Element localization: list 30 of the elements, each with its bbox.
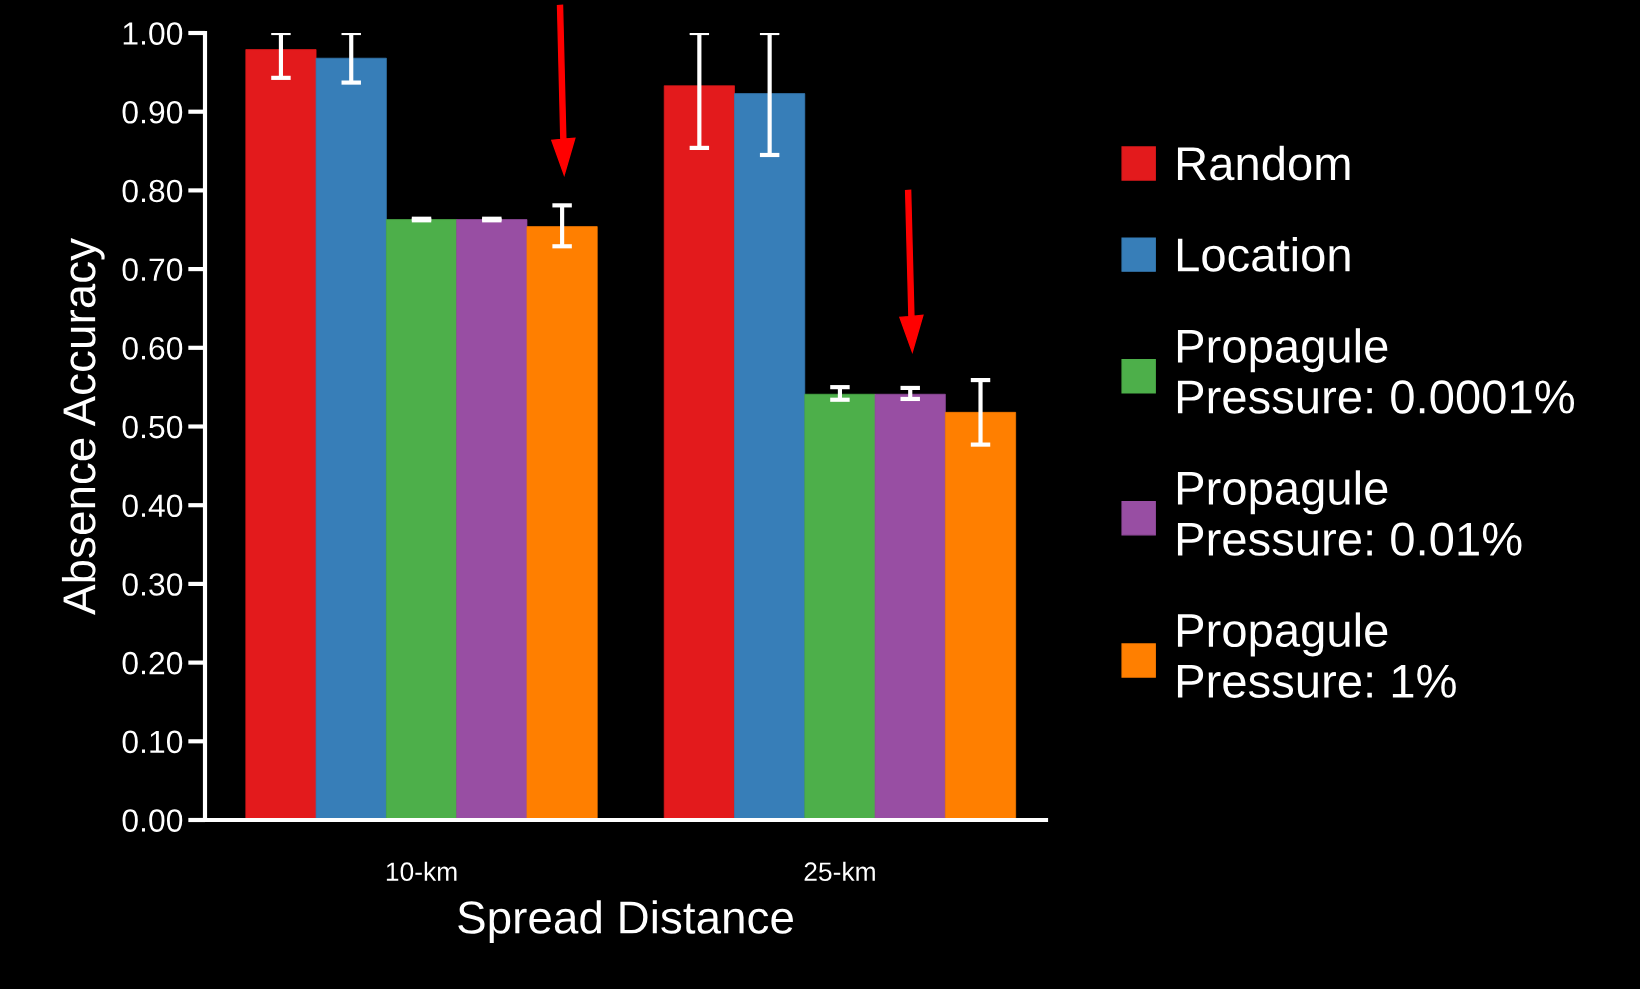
legend-label: Propagule Pressure: 1% xyxy=(1177,612,1456,698)
bar xyxy=(663,85,735,820)
bar xyxy=(734,93,806,820)
y-tick-label: 0.80 xyxy=(122,179,183,203)
legend-label: Location xyxy=(1177,236,1350,272)
y-axis-title: Absence Accuracy xyxy=(61,238,105,615)
legend-label: Random xyxy=(1177,145,1350,181)
bar xyxy=(945,411,1017,820)
legend-label: Propagule Pressure: 0.0001% xyxy=(1177,328,1575,414)
bar xyxy=(245,49,317,820)
y-tick-label: 0.70 xyxy=(122,258,183,281)
legend-label: Propagule Pressure: 0.01% xyxy=(1177,470,1522,556)
y-tick-label: 0.20 xyxy=(122,651,183,675)
y-tick-label: 0.40 xyxy=(122,494,183,518)
y-tick-label: 1.00 xyxy=(123,22,183,45)
y-tick-label: 0.50 xyxy=(122,415,183,439)
x-tick-label: 10-km xyxy=(386,861,457,882)
y-tick-label: 0.30 xyxy=(122,573,183,596)
bar xyxy=(804,393,876,820)
bar xyxy=(456,219,528,820)
y-tick-label: 0.10 xyxy=(122,730,183,754)
y-tick-label: 0.90 xyxy=(122,100,183,124)
x-axis-title: Spread Distance xyxy=(458,900,793,943)
x-tick-label: 25-km xyxy=(804,861,875,882)
bar xyxy=(386,219,458,820)
bar xyxy=(315,57,387,820)
bar xyxy=(526,226,598,820)
y-tick-label: 0.00 xyxy=(122,809,183,832)
y-tick-label: 0.60 xyxy=(122,337,183,360)
bar xyxy=(874,393,946,820)
